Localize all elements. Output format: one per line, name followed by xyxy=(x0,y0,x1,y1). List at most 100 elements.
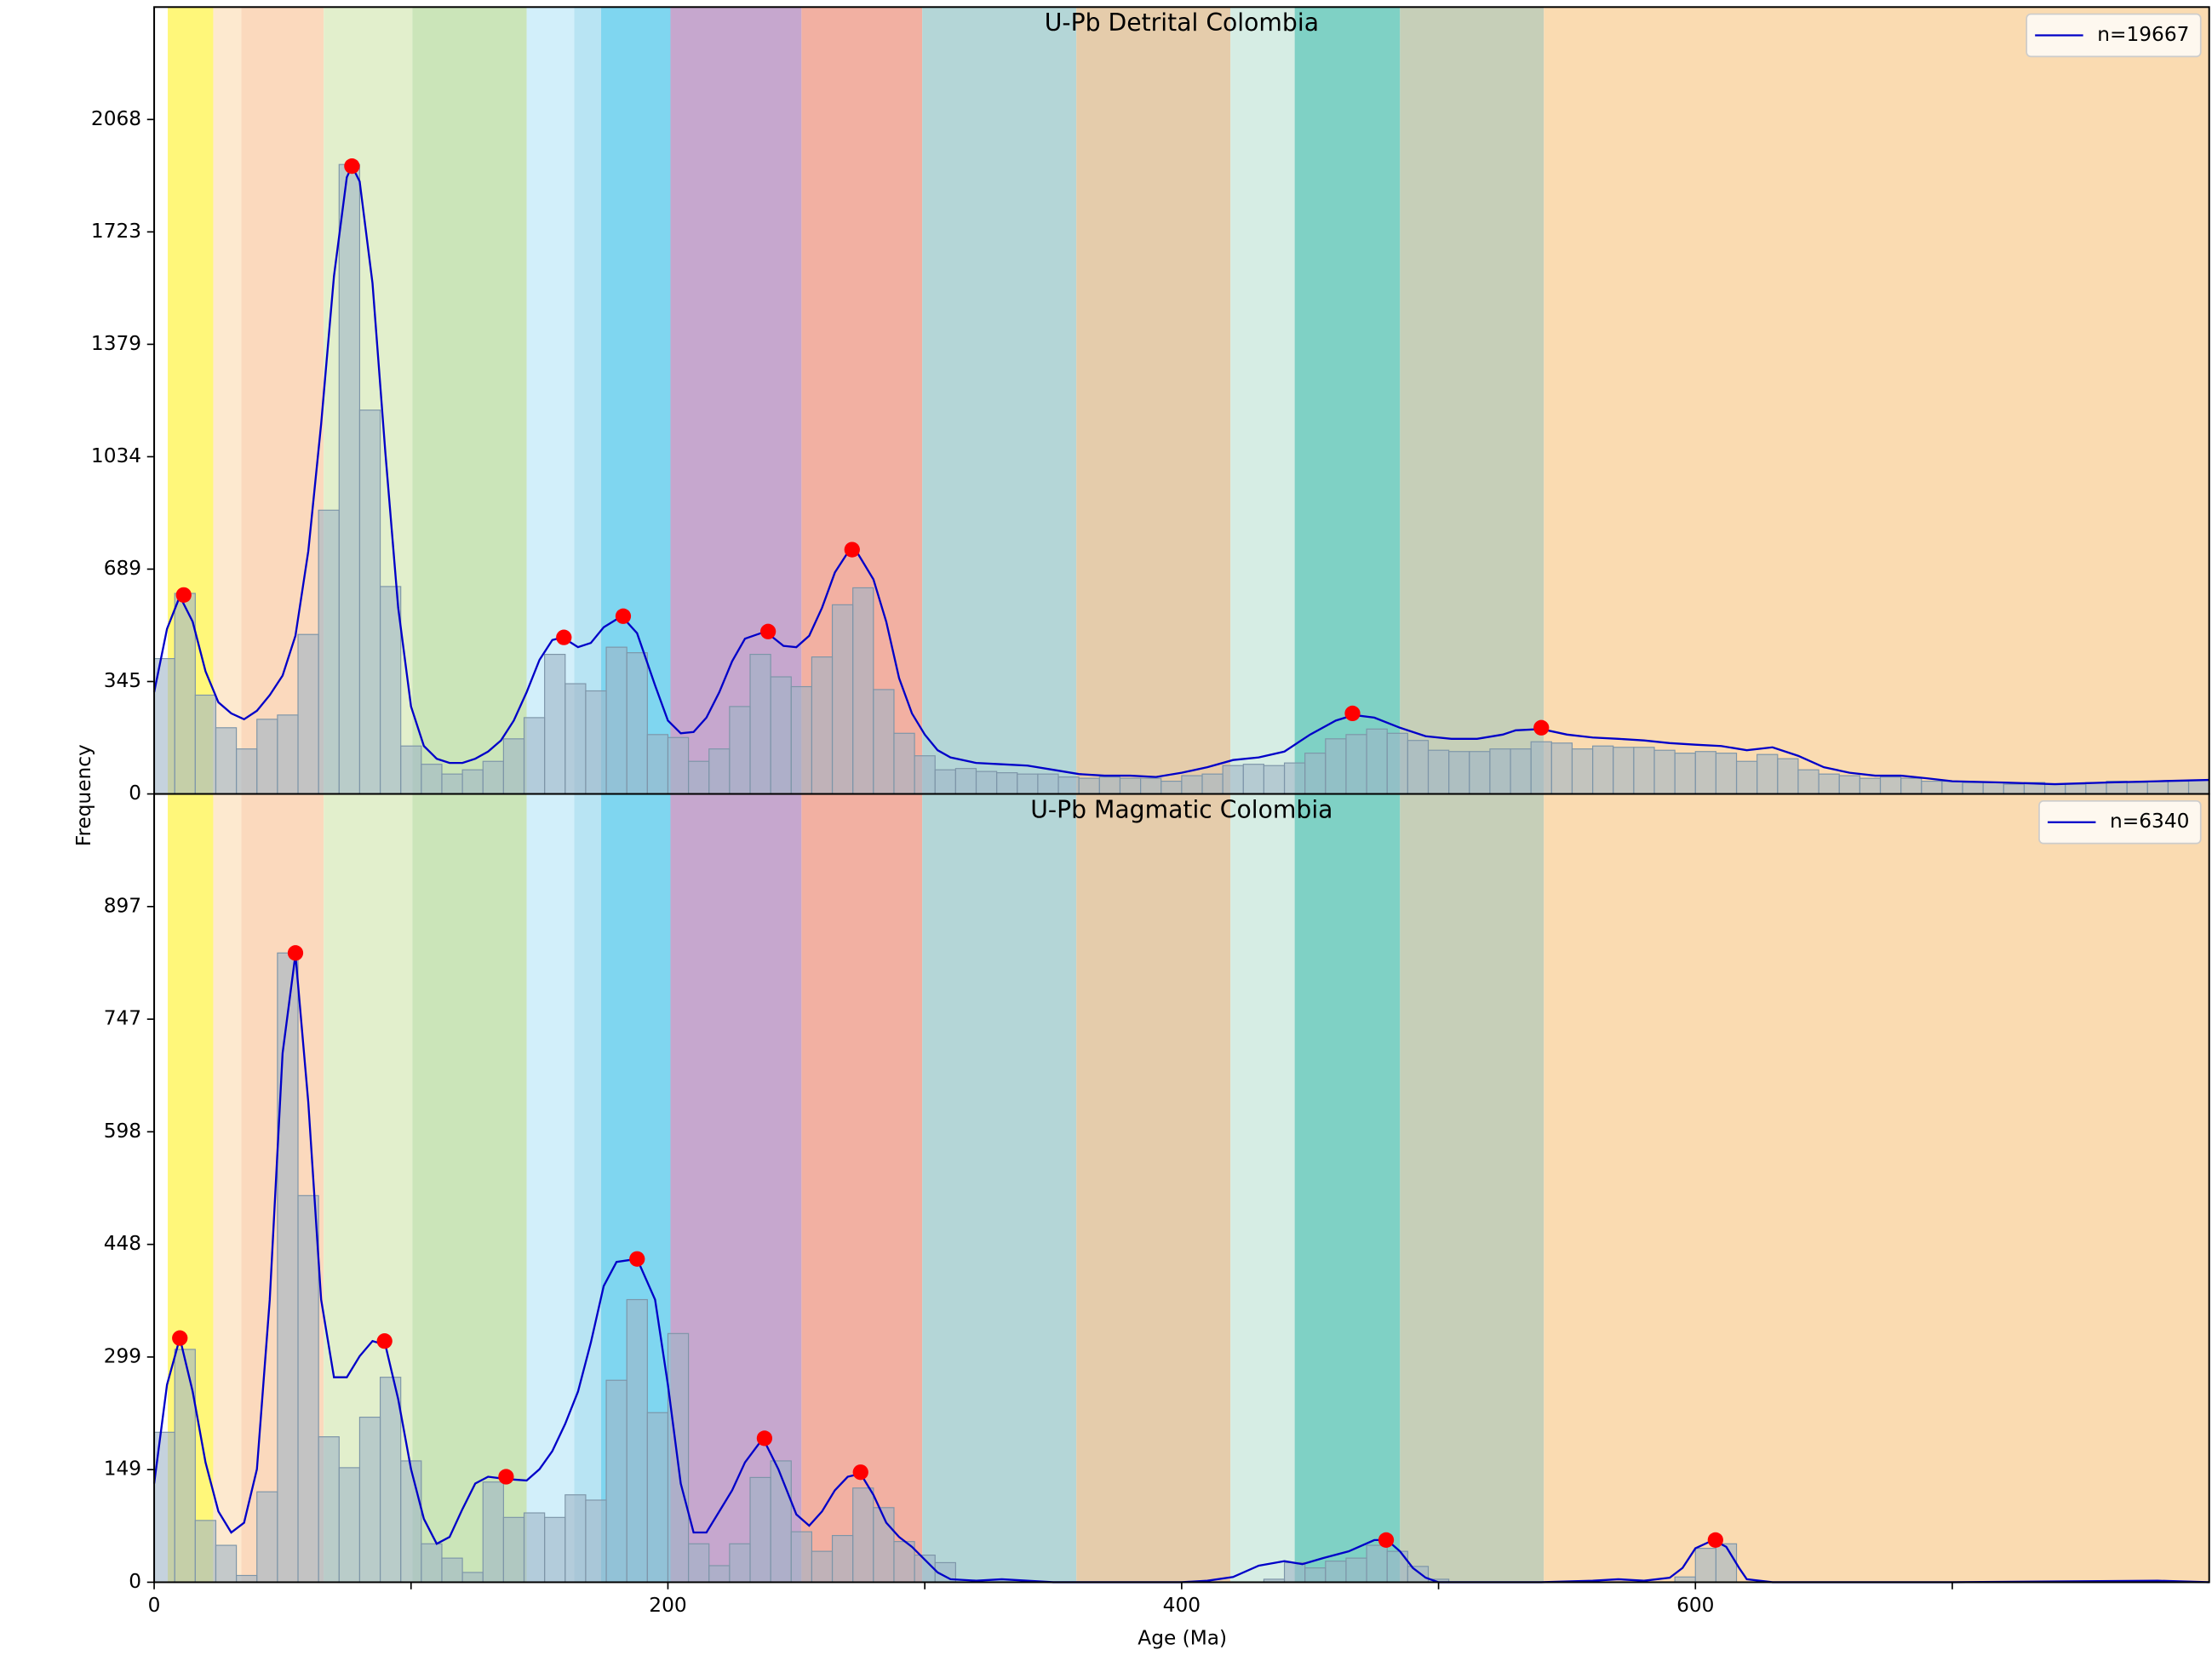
period-band xyxy=(213,7,242,794)
legend: n=6340 xyxy=(2038,800,2202,845)
histogram-bar xyxy=(1818,773,1840,795)
peak-marker xyxy=(175,587,192,603)
histogram-bar xyxy=(2187,779,2210,795)
histogram-bar xyxy=(215,1544,238,1584)
histogram-bar xyxy=(790,685,813,795)
period-band xyxy=(574,7,602,794)
histogram-bar xyxy=(1037,773,1059,795)
histogram-bar xyxy=(461,769,484,795)
peak-marker xyxy=(1707,1532,1723,1548)
histogram-bar xyxy=(1530,741,1552,795)
x-tick-label: 600 xyxy=(1676,1594,1714,1617)
histogram-bar xyxy=(1962,782,1984,795)
histogram-bar xyxy=(236,1574,258,1584)
histogram-bar xyxy=(1921,781,1943,795)
y-tick-label: 0 xyxy=(129,1570,141,1593)
histogram-bar xyxy=(277,952,299,1584)
histogram-bar xyxy=(1550,742,1573,795)
y-tick-label: 0 xyxy=(129,782,141,805)
y-tick-label: 149 xyxy=(104,1458,141,1481)
histogram-bar xyxy=(729,706,751,795)
histogram-bar xyxy=(1304,753,1327,795)
histogram-bar xyxy=(2003,783,2026,795)
histogram-bar xyxy=(564,1494,587,1584)
histogram-bar xyxy=(1222,765,1244,795)
histogram-bar xyxy=(174,1349,196,1584)
peak-marker xyxy=(1378,1532,1395,1548)
histogram-bar xyxy=(358,1417,381,1584)
peak-marker xyxy=(615,608,632,624)
histogram-bar xyxy=(1653,749,1676,795)
histogram-bar xyxy=(1283,1561,1306,1584)
period-band xyxy=(1400,793,1544,1583)
period-band xyxy=(1076,7,1231,794)
period-band xyxy=(670,7,802,794)
legend-label: n=6340 xyxy=(2110,810,2189,833)
histogram-bar xyxy=(400,745,422,795)
histogram-bar xyxy=(831,604,854,795)
histogram-bar xyxy=(1756,753,1779,795)
histogram-bar xyxy=(1345,734,1367,795)
histogram-bar xyxy=(996,772,1018,795)
histogram-bar xyxy=(1119,777,1142,795)
histogram-bar xyxy=(1694,1548,1716,1584)
histogram-bar xyxy=(1694,751,1716,795)
histogram-bar xyxy=(2167,781,2190,795)
peak-marker xyxy=(852,1464,868,1481)
histogram-bar xyxy=(1181,775,1203,795)
histogram-bar xyxy=(749,654,771,795)
histogram-bar xyxy=(914,755,936,795)
x-tick-label: 200 xyxy=(649,1594,686,1617)
histogram-bar xyxy=(729,1543,751,1584)
peak-marker xyxy=(756,1430,773,1446)
histogram-bar xyxy=(1448,751,1470,795)
histogram-bar xyxy=(379,586,402,795)
period-band xyxy=(1230,7,1295,794)
histogram-bar xyxy=(1098,776,1121,795)
histogram-bar xyxy=(564,683,587,795)
histogram-bar xyxy=(502,738,525,795)
period-band xyxy=(922,793,1077,1583)
histogram-bar xyxy=(646,1412,669,1584)
legend-label: n=19667 xyxy=(2097,23,2189,46)
histogram-bar xyxy=(934,769,956,795)
histogram-bar xyxy=(194,694,217,795)
histogram-bar xyxy=(441,773,463,795)
histogram-bar xyxy=(358,410,381,795)
period-band xyxy=(1294,793,1401,1583)
histogram-bar xyxy=(708,748,731,795)
histogram-bar xyxy=(1859,777,1882,795)
histogram-bar xyxy=(1613,747,1635,795)
histogram-bar xyxy=(1386,732,1408,795)
period-band xyxy=(213,793,242,1583)
histogram-bar xyxy=(256,719,278,795)
period-band xyxy=(922,7,1077,794)
histogram-bar xyxy=(954,768,977,795)
x-tick-label: 0 xyxy=(148,1594,161,1617)
histogram-bar xyxy=(1078,777,1100,795)
histogram-bar xyxy=(297,633,319,795)
histogram-bar xyxy=(585,1499,607,1584)
histogram-bar xyxy=(852,587,874,795)
histogram-bar xyxy=(256,1491,278,1584)
histogram-bar xyxy=(1900,777,1923,795)
histogram-bar xyxy=(1427,749,1450,795)
peak-marker xyxy=(1533,719,1550,736)
y-axis-label: Frequency xyxy=(72,744,95,846)
histogram-bar xyxy=(338,163,361,795)
legend-box xyxy=(2026,13,2202,58)
histogram-bar xyxy=(502,1516,525,1584)
histogram-bar xyxy=(1571,748,1594,795)
panel xyxy=(152,793,2210,1584)
y-tick-label: 2068 xyxy=(91,107,141,130)
legend-box xyxy=(2038,800,2202,845)
histogram-bar xyxy=(626,1298,648,1584)
histogram-bar xyxy=(236,748,258,795)
histogram-bar xyxy=(1715,753,1738,795)
histogram-bar xyxy=(770,676,792,795)
histogram-bar xyxy=(338,1467,361,1584)
y-tick-label: 1723 xyxy=(91,220,141,243)
histogram-bar xyxy=(421,1543,443,1584)
histogram-bar xyxy=(1017,773,1039,795)
histogram-bar xyxy=(1489,748,1511,795)
